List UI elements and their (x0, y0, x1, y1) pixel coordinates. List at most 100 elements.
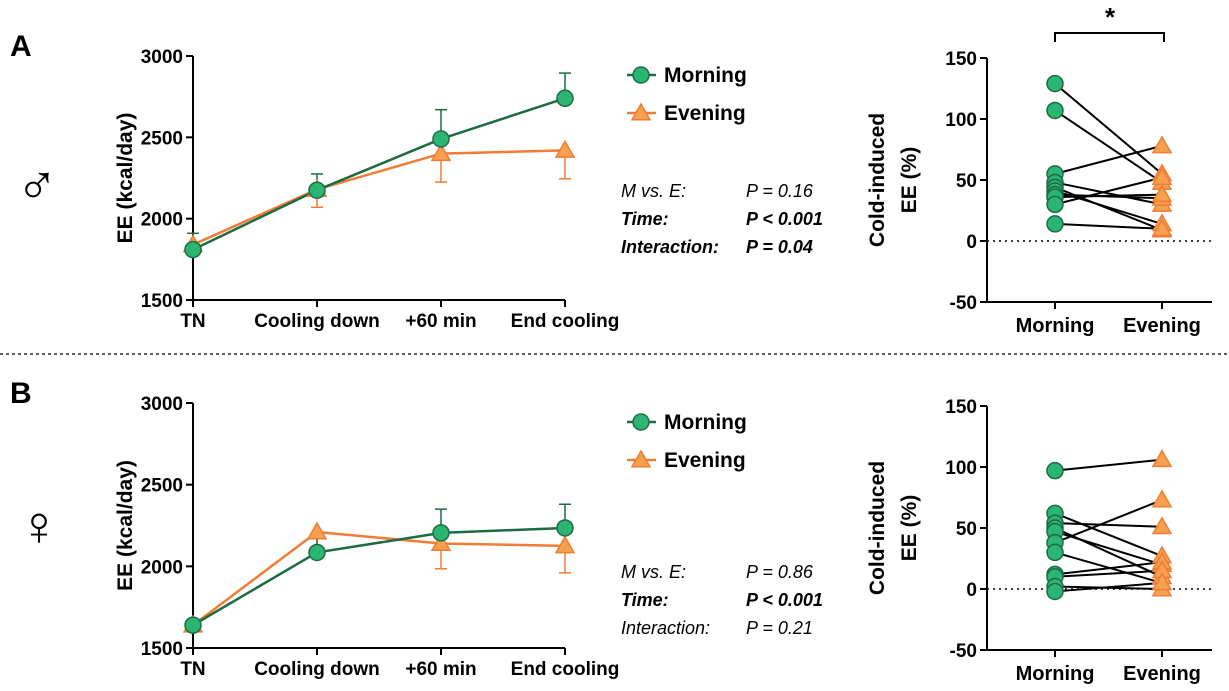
x-tick-label: +60 min (405, 311, 476, 332)
stat-label: Time: (621, 590, 669, 610)
stat-label: M vs. E: (621, 181, 686, 201)
y-tick-label: 2500 (141, 128, 183, 149)
morning-point (556, 519, 574, 537)
y-tick-label: 150 (945, 397, 977, 418)
stat-label: Time: (621, 209, 669, 229)
stats-block-a: M vs. E: P = 0.16 Time: P < 0.001 Intera… (621, 181, 823, 257)
pair-line (1054, 530, 1163, 566)
evening-point (306, 521, 328, 540)
x-tick-label: End cooling (511, 311, 620, 332)
legend-label: Morning (664, 411, 747, 434)
morning-point (556, 89, 574, 108)
y-tick-label: 3000 (141, 47, 183, 68)
evening-point (630, 449, 652, 468)
morning-point (308, 181, 326, 199)
morning-point (1046, 195, 1064, 214)
morning-point (632, 66, 650, 84)
y-tick-label: 2500 (141, 476, 183, 497)
pair-line (1054, 581, 1163, 593)
stat-value: P = 0.16 (746, 181, 814, 201)
stat-value: P = 0.04 (746, 237, 813, 257)
evening-series-line (192, 149, 566, 246)
y-tick-label: -50 (950, 293, 977, 314)
pair-line (1054, 512, 1163, 557)
y-axis-title-line1: Cold-induced (866, 461, 889, 595)
legend-label: Morning (664, 64, 747, 87)
y-tick-label: -50 (950, 641, 977, 662)
paired-chart: -50 0 50 100 150 Morning Evening Cold-induced EE… (866, 49, 1212, 337)
x-tick-label: Cooling down (254, 659, 380, 680)
morning-point (1046, 461, 1064, 480)
y-tick-label: 50 (956, 171, 977, 192)
morning-point (1046, 582, 1064, 601)
pair-line (1054, 176, 1163, 206)
line-chart: 1500 2000 2500 3000 TN Cooling down +60 min End… (114, 47, 747, 332)
y-axis-title: EE (kcal/day) (114, 113, 137, 244)
male-symbol: ♂ (16, 151, 58, 214)
y-tick-label: 150 (945, 49, 977, 70)
morning-point (308, 543, 326, 562)
evening-series-line (192, 530, 566, 627)
evening-point (1151, 218, 1173, 237)
pair-line (1054, 144, 1163, 175)
evening-point (554, 535, 576, 554)
evening-point (554, 139, 576, 158)
pair-line (1054, 181, 1163, 206)
evening-point (1151, 167, 1173, 186)
pair-line (1054, 193, 1163, 199)
y-tick-label: 0 (966, 580, 977, 601)
line-chart: 1500 2000 2500 3000 TN Cooling down +60 min End… (114, 394, 747, 680)
pair-line (1054, 222, 1163, 230)
panel-label-a: A (10, 30, 32, 63)
pair-line (1054, 82, 1163, 175)
x-tick-label: Evening (1123, 315, 1201, 337)
y-axis-title: EE (kcal/day) (114, 460, 137, 591)
pair-line (1054, 569, 1163, 578)
paired-chart: -50 0 50 100 150 Morning Evening Cold-induced EE… (866, 397, 1212, 685)
pair-line (1054, 109, 1163, 184)
stat-label: M vs. E: (621, 562, 686, 582)
y-tick-label: 100 (945, 110, 977, 131)
morning-point (1046, 101, 1064, 120)
x-tick-label: Morning (1016, 315, 1095, 337)
stat-value: P < 0.001 (746, 209, 823, 229)
x-tick-label: End cooling (511, 659, 620, 680)
y-tick-label: 1500 (141, 291, 183, 312)
evening-point (1151, 516, 1173, 535)
evening-point (1151, 449, 1173, 468)
morning-series-line (192, 97, 566, 251)
morning-point (432, 130, 450, 148)
x-tick-label: +60 min (405, 659, 476, 680)
legend: Morning Evening (627, 411, 747, 472)
y-tick-label: 3000 (141, 394, 183, 415)
y-tick-label: 2000 (141, 210, 183, 231)
legend-label: Evening (664, 102, 746, 125)
significance-star: * (1105, 2, 1116, 32)
y-tick-label: 1500 (141, 639, 183, 660)
morning-point (1046, 543, 1064, 562)
morning-series-line (192, 526, 566, 627)
x-tick-label: TN (180, 659, 205, 680)
pair-line (1054, 499, 1163, 544)
y-axis-title-line2: EE (%) (898, 495, 921, 562)
legend-label: Evening (664, 449, 746, 472)
x-tick-label: TN (180, 311, 205, 332)
pair-line (1054, 522, 1163, 528)
panel-label-b: B (10, 377, 32, 410)
morning-point (184, 616, 202, 634)
pair-line (1054, 458, 1163, 472)
stat-value: P = 0.86 (746, 562, 814, 582)
y-tick-label: 100 (945, 458, 977, 479)
x-tick-label: Morning (1016, 663, 1095, 685)
stats-block-b: M vs. E: P = 0.86 Time: P < 0.001 Intera… (621, 562, 823, 638)
stat-value: P < 0.001 (746, 590, 823, 610)
y-tick-label: 50 (956, 519, 977, 540)
y-tick-label: 2000 (141, 557, 183, 578)
pair-line (1054, 561, 1163, 576)
evening-point (1151, 135, 1173, 154)
significance-bracket (1054, 32, 1165, 42)
evening-point (1151, 184, 1173, 203)
evening-point (630, 102, 652, 121)
